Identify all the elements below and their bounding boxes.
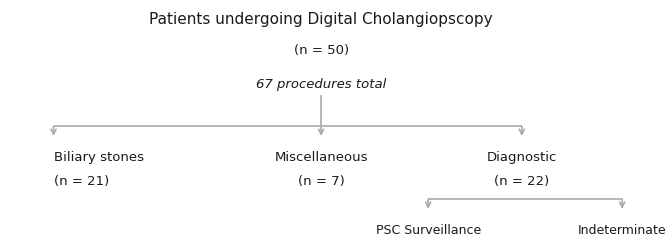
Text: (n = 21): (n = 21): [54, 175, 109, 188]
Text: Indeterminate: Indeterminate: [578, 224, 666, 236]
Text: PSC Surveillance: PSC Surveillance: [375, 224, 481, 236]
Text: (n = 50): (n = 50): [294, 44, 349, 57]
Text: (n = 22): (n = 22): [494, 175, 549, 188]
Text: 67 procedures total: 67 procedures total: [256, 78, 386, 91]
Text: (n = 7): (n = 7): [298, 175, 345, 188]
Text: Miscellaneous: Miscellaneous: [274, 151, 368, 164]
Text: Patients undergoing Digital Cholangiopscopy: Patients undergoing Digital Cholangiopsc…: [149, 12, 493, 27]
Text: Biliary stones: Biliary stones: [54, 151, 144, 164]
Text: Diagnostic: Diagnostic: [486, 151, 557, 164]
